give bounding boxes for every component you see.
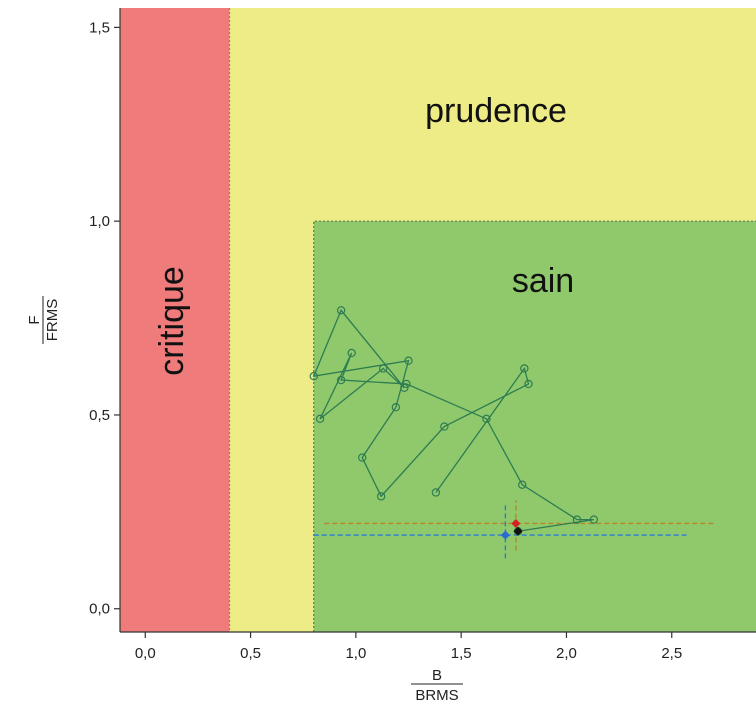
reference-markers bbox=[500, 518, 523, 540]
trajectory-point-18 bbox=[572, 515, 582, 524]
y-axis-label-denominator: FRMS bbox=[44, 299, 61, 342]
x-axis-label-numerator: B bbox=[432, 667, 442, 684]
trajectory-point-12 bbox=[315, 414, 325, 424]
x-tick-label-2: 1,0 bbox=[345, 645, 366, 662]
y-axis-label-numerator: F bbox=[26, 315, 43, 324]
marker-black bbox=[513, 526, 523, 536]
trajectory-point-0 bbox=[431, 488, 441, 497]
marker-red bbox=[511, 518, 521, 528]
zone-label-prudence: prudence bbox=[425, 92, 567, 130]
trajectory-point-1 bbox=[520, 364, 529, 373]
trajectory-point-2 bbox=[524, 379, 533, 389]
x-tick-label-4: 2,0 bbox=[556, 645, 577, 662]
trajectory-point-5 bbox=[357, 453, 367, 462]
x-axis-label-denominator: BRMS bbox=[415, 687, 458, 704]
zone-critique bbox=[120, 8, 230, 632]
x-tick-label-0: 0,0 bbox=[135, 645, 156, 662]
zone-label-sain: sain bbox=[512, 262, 574, 300]
trajectory-point-13 bbox=[347, 348, 356, 358]
trajectory-point-8 bbox=[309, 371, 318, 381]
trajectory-point-4 bbox=[376, 492, 386, 501]
trajectory-point-16 bbox=[482, 414, 491, 424]
y-tick-label-0: 0,0 bbox=[89, 601, 110, 618]
zone-sain bbox=[313, 221, 756, 632]
y-tick-label-1: 0,5 bbox=[89, 407, 110, 424]
trajectory-point-9 bbox=[336, 306, 346, 315]
x-tick-label-1: 0,5 bbox=[240, 645, 261, 662]
trajectory-point-7 bbox=[404, 356, 413, 365]
trajectory-line bbox=[312, 309, 594, 532]
y-tick-label-2: 1,0 bbox=[89, 213, 110, 230]
trajectory-point-6 bbox=[391, 403, 401, 412]
trajectory-point-11 bbox=[379, 364, 388, 373]
marker-blue bbox=[500, 530, 510, 540]
trajectory-point-15 bbox=[402, 379, 411, 389]
axes: 0,0 0,5 1,0 1,5 2,0 2,5 0,0 0,5 1,0 1,5 bbox=[89, 8, 756, 662]
x-tick-label-3: 1,5 bbox=[451, 645, 472, 662]
trajectory-point-19 bbox=[589, 515, 599, 524]
x-tick-label-5: 2,5 bbox=[661, 645, 682, 662]
zone-backgrounds bbox=[120, 8, 756, 632]
y-tick-label-3: 1,5 bbox=[89, 19, 110, 36]
x-axis-label: B BRMS bbox=[411, 667, 463, 704]
trajectory-point-3 bbox=[440, 422, 449, 431]
trajectory-point-14 bbox=[336, 375, 346, 385]
y-axis-label: F FRMS bbox=[26, 296, 61, 344]
zone-border-sain bbox=[313, 220, 756, 632]
zone-label-critique: critique bbox=[153, 266, 191, 376]
trajectory bbox=[309, 306, 599, 536]
trajectory-point-17 bbox=[518, 480, 527, 489]
